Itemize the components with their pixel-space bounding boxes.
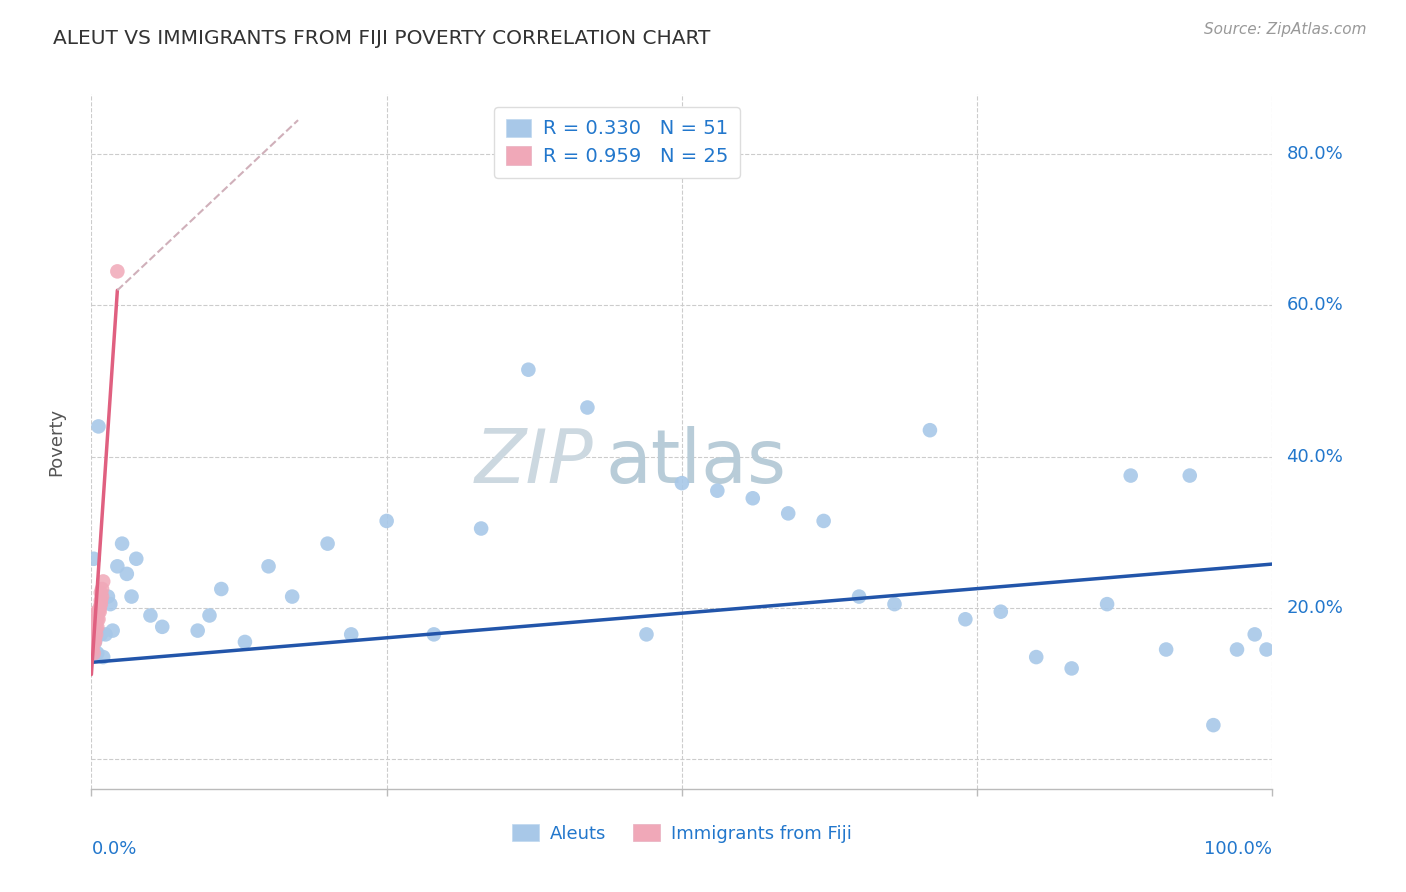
Point [94,627,117,641]
Text: Source: ZipAtlas.com: Source: ZipAtlas.com [1204,22,1367,37]
Point [1178,468,1201,483]
Point [281,590,304,604]
Point [91,582,114,596]
Point [87,605,110,619]
Point [375,514,398,528]
Point [990,605,1012,619]
Point [91,650,114,665]
Point [83,646,105,660]
Point [1095,597,1118,611]
Point [741,491,763,506]
Point [316,536,339,550]
Point [82,642,104,657]
Point [90,593,112,607]
Point [1202,718,1225,732]
Text: 80.0%: 80.0% [1286,145,1343,163]
Point [340,627,363,641]
Text: 40.0%: 40.0% [1286,448,1343,466]
Point [706,483,728,498]
Point [84,612,107,626]
Text: ZIP: ZIP [475,426,593,499]
Point [778,507,800,521]
Text: 20.0%: 20.0% [1286,599,1343,617]
Point [125,551,148,566]
Point [90,627,112,641]
Point [97,590,120,604]
Point [98,597,121,611]
Point [84,624,107,638]
Point [83,551,105,566]
Point [105,559,128,574]
Point [91,590,114,604]
Text: atlas: atlas [605,425,786,499]
Point [87,419,110,434]
Legend: Aleuts, Immigrants from Fiji: Aleuts, Immigrants from Fiji [505,817,859,850]
Point [423,627,446,641]
Point [89,605,111,619]
Point [82,635,104,649]
Point [84,627,107,641]
Point [1256,642,1278,657]
Point [1154,642,1177,657]
Point [233,635,256,649]
Point [883,597,905,611]
Point [139,608,162,623]
Point [150,620,173,634]
Point [101,624,124,638]
Point [115,566,138,581]
Point [198,608,221,623]
Point [121,590,143,604]
Point [187,624,209,638]
Point [89,601,111,615]
Point [848,590,870,604]
Y-axis label: Poverty: Poverty [48,408,66,475]
Point [1119,468,1142,483]
Point [90,586,112,600]
Point [955,612,977,626]
Text: 0.0%: 0.0% [91,839,136,857]
Text: ALEUT VS IMMIGRANTS FROM FIJI POVERTY CORRELATION CHART: ALEUT VS IMMIGRANTS FROM FIJI POVERTY CO… [53,29,711,47]
Point [84,631,107,645]
Point [83,635,105,649]
Point [84,635,107,649]
Point [918,423,941,437]
Point [257,559,280,574]
Point [209,582,232,596]
Point [517,362,540,376]
Text: 100.0%: 100.0% [1205,839,1272,857]
Point [90,597,112,611]
Point [1025,650,1047,665]
Point [84,620,107,634]
Point [86,620,108,634]
Point [813,514,835,528]
Point [86,646,108,660]
Point [86,612,108,626]
Point [1060,661,1083,675]
Point [86,605,108,619]
Point [87,612,110,626]
Point [470,521,492,535]
Text: 60.0%: 60.0% [1286,296,1343,314]
Point [671,476,693,491]
Point [83,627,105,641]
Point [105,264,128,278]
Point [84,635,107,649]
Point [1226,642,1249,657]
Point [111,536,134,550]
Point [576,401,599,415]
Point [636,627,658,641]
Point [1243,627,1265,641]
Point [91,574,114,589]
